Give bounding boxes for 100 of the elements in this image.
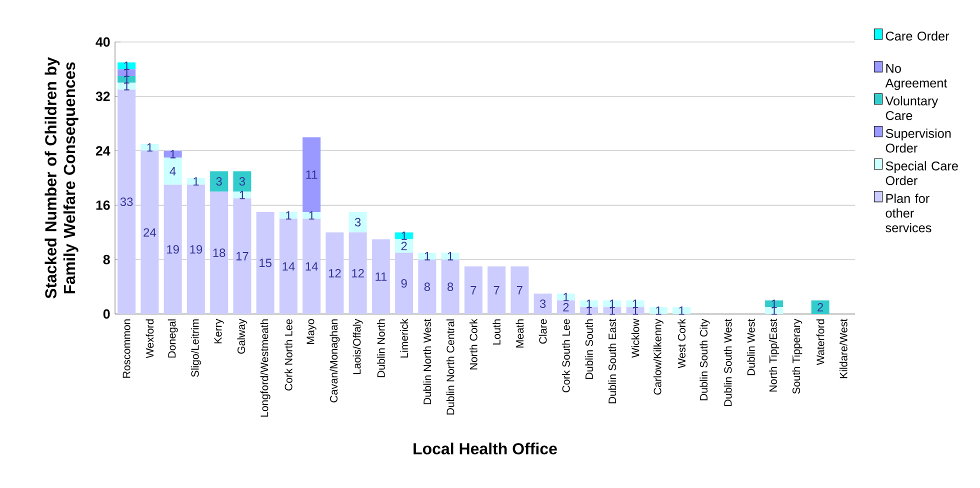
data-label: 3 xyxy=(354,218,361,226)
bar xyxy=(140,150,159,314)
x-tick-label: Mayo xyxy=(306,319,316,344)
data-label: 2 xyxy=(818,302,824,312)
bar xyxy=(464,266,482,314)
data-label: 1 xyxy=(656,306,662,315)
bar xyxy=(302,137,321,212)
x-tick-label: Laois/Offaly xyxy=(352,318,363,374)
y-tick-label: 24 xyxy=(96,146,110,156)
data-label: 1 xyxy=(679,306,684,315)
data-label: 7 xyxy=(516,286,522,294)
x-tick-label: Kildare/West xyxy=(840,318,848,378)
x-tick-label: West Cork xyxy=(678,318,686,368)
data-label: 1 xyxy=(286,211,292,220)
bar xyxy=(626,307,644,314)
x-tick-label: Dublin South City xyxy=(700,318,710,400)
data-label: 1 xyxy=(424,252,430,260)
x-tick-label: Dublin North West xyxy=(423,318,432,404)
bar xyxy=(395,252,414,314)
x-tick-label: Kerry xyxy=(214,318,224,344)
bar xyxy=(418,260,436,314)
data-label: 1 xyxy=(448,252,454,260)
x-tick-label: Limerick xyxy=(400,318,408,358)
bar xyxy=(372,239,390,314)
bar xyxy=(210,192,228,314)
bar xyxy=(534,294,552,314)
bar xyxy=(140,144,159,151)
data-label: 4 xyxy=(170,167,176,176)
x-tick-label: Roscommon xyxy=(122,319,130,378)
x-tick-label: North Cork xyxy=(470,318,478,370)
data-label: 1 xyxy=(402,232,407,240)
data-label: 1 xyxy=(564,292,569,302)
bar xyxy=(118,76,136,83)
data-label: 18 xyxy=(213,248,226,258)
x-tick-label: North Tipp/East xyxy=(769,318,780,392)
bar xyxy=(603,307,622,314)
bar xyxy=(556,300,575,314)
x-tick-label: Dublin South West xyxy=(724,318,732,406)
x-tick-label: Dublin North Central xyxy=(446,319,454,414)
x-axis-title: Local Health Office xyxy=(414,442,557,454)
data-label: 8 xyxy=(424,282,430,292)
legend-label: Voluntary Care xyxy=(885,96,938,120)
y-tick-label: 16 xyxy=(96,200,110,210)
data-label: 33 xyxy=(120,198,133,206)
data-label: 7 xyxy=(494,286,500,294)
data-label: 1 xyxy=(240,190,245,200)
x-tick-label: Cavan/Monaghan xyxy=(330,319,340,402)
legend-label: Special Care Order xyxy=(886,161,958,186)
bar xyxy=(302,218,321,314)
bar xyxy=(164,184,182,314)
y-axis-title: Stacked Number of Children by Family Welfare Consequences xyxy=(44,57,78,298)
data-label: 7 xyxy=(470,286,476,294)
bar xyxy=(118,90,136,314)
data-label: 3 xyxy=(216,177,222,186)
x-tick-label: Dublin West xyxy=(747,318,755,376)
bar xyxy=(348,232,367,314)
data-label: 11 xyxy=(306,170,318,179)
x-tick-label: Galway xyxy=(237,318,248,354)
bar xyxy=(233,192,252,198)
x-tick-label: Clare xyxy=(538,319,547,344)
data-label: 17 xyxy=(236,252,248,260)
bar xyxy=(672,307,691,314)
bar xyxy=(233,198,252,314)
bar xyxy=(326,232,344,314)
legend-label: Supervision Order xyxy=(886,128,951,153)
bar xyxy=(556,294,575,300)
bar xyxy=(118,69,136,76)
x-tick-label: Dublin South East xyxy=(608,318,616,404)
y-tick-label: 40 xyxy=(96,37,110,47)
x-tick-label: Louth xyxy=(492,319,500,345)
data-label: 19 xyxy=(167,245,179,254)
data-label: 12 xyxy=(328,268,341,278)
data-label: 2 xyxy=(563,302,569,312)
data-label: 8 xyxy=(448,282,454,292)
y-tick-label: 32 xyxy=(96,92,110,102)
legend-label: No Agreement xyxy=(885,64,948,90)
data-label: 1 xyxy=(309,211,314,220)
x-tick-label: Wexford xyxy=(146,319,154,358)
data-label: 15 xyxy=(260,258,272,268)
data-label: 1 xyxy=(194,177,199,186)
bar xyxy=(348,212,367,232)
x-tick-label: Waterford xyxy=(816,319,824,366)
x-tick-label: Meath xyxy=(516,319,524,348)
bar xyxy=(186,178,205,185)
bar xyxy=(210,171,228,192)
y-tick-label: 8 xyxy=(103,254,110,264)
data-label: 11 xyxy=(376,272,387,281)
bar xyxy=(256,212,274,314)
data-label: 19 xyxy=(190,245,202,254)
bar xyxy=(233,171,252,192)
y-tick-label: 0 xyxy=(103,309,110,319)
x-tick-label: Cork South Lee xyxy=(562,319,570,392)
data-label: 1 xyxy=(170,150,176,158)
x-tick-label: Longford/Westmeath xyxy=(260,319,270,417)
data-label: 12 xyxy=(352,268,364,278)
data-label: 24 xyxy=(144,228,156,237)
x-tick-label: Dublin South xyxy=(585,319,593,379)
data-label: 3 xyxy=(239,177,246,186)
data-label: 14 xyxy=(282,262,295,271)
x-tick-label: South Tipperary xyxy=(792,318,802,394)
